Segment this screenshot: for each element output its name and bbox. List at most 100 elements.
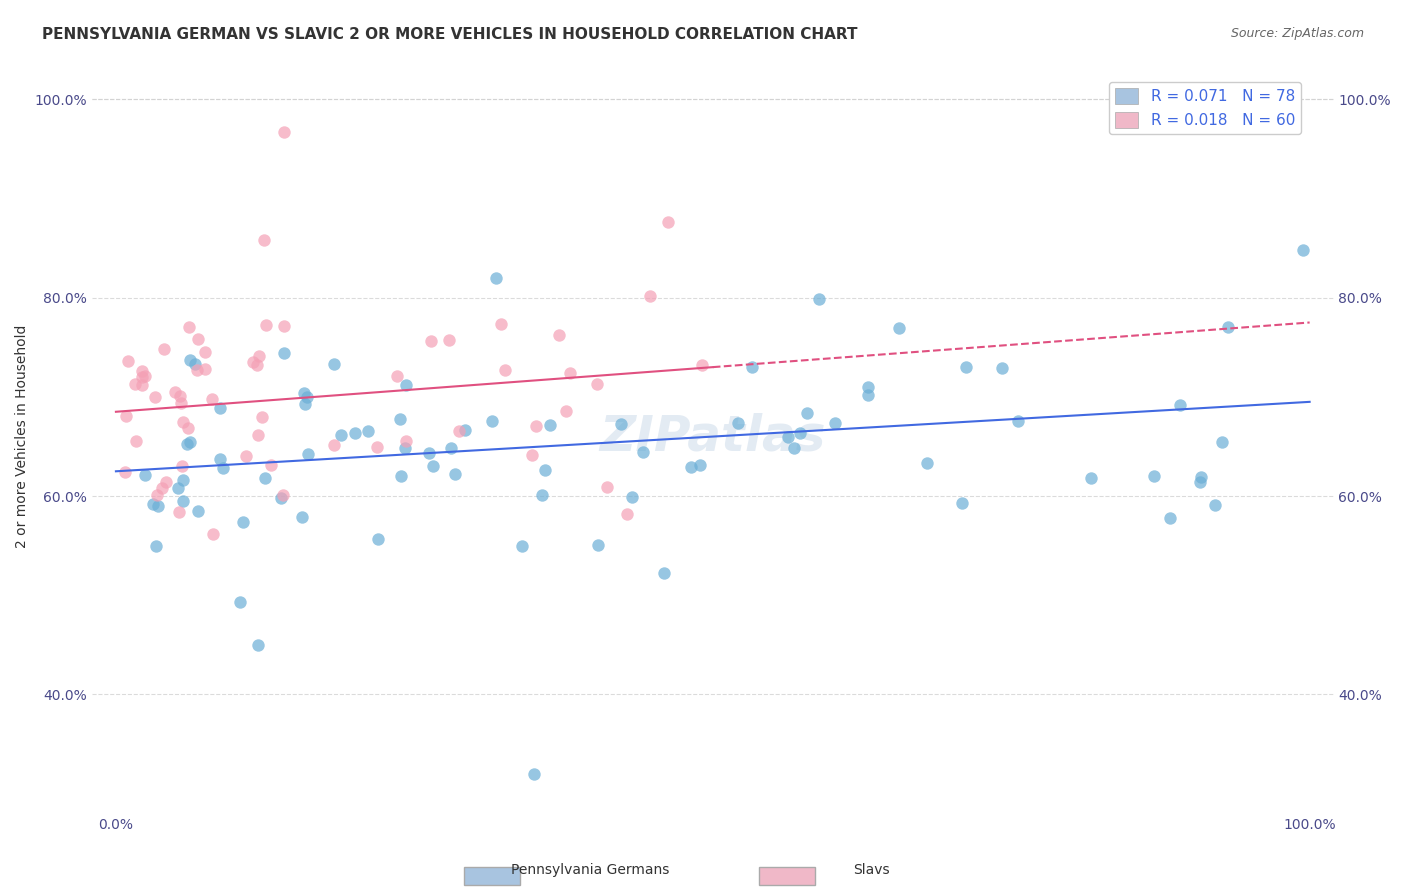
Point: [247, 638, 270, 652]
Point: [523, 767, 546, 781]
Point: [169, 389, 191, 403]
Point: [690, 358, 713, 372]
Point: [778, 430, 800, 444]
Point: [253, 233, 276, 247]
Point: [789, 426, 811, 441]
Point: [172, 415, 194, 429]
Point: [1204, 498, 1226, 512]
Point: [177, 320, 200, 334]
Point: [295, 390, 318, 404]
Point: [631, 445, 654, 459]
Point: [824, 416, 846, 430]
Point: [194, 345, 217, 359]
Point: [235, 449, 257, 463]
Point: [558, 367, 581, 381]
Point: [1168, 398, 1191, 412]
Point: [1292, 243, 1315, 257]
Point: [260, 458, 283, 473]
Point: [187, 504, 209, 518]
Point: [681, 460, 703, 475]
Point: [208, 401, 231, 416]
Point: [783, 441, 806, 455]
Point: [481, 414, 503, 428]
Point: [1080, 471, 1102, 485]
Point: [167, 505, 190, 519]
Point: [1189, 470, 1212, 484]
Text: Slavs: Slavs: [853, 863, 890, 877]
Point: [524, 419, 547, 434]
Point: [254, 318, 277, 333]
Point: [616, 507, 638, 521]
Point: [134, 369, 156, 384]
Point: [367, 532, 389, 546]
Point: [522, 449, 544, 463]
Point: [273, 318, 295, 333]
Point: [131, 370, 153, 384]
Point: [437, 333, 460, 347]
Point: [485, 271, 508, 285]
Point: [253, 471, 276, 485]
Point: [323, 438, 346, 452]
Point: [292, 385, 315, 400]
Point: [547, 327, 569, 342]
Point: [125, 434, 148, 449]
Point: [114, 466, 136, 480]
Point: [950, 496, 973, 510]
Point: [246, 428, 269, 442]
Point: [389, 412, 412, 426]
Point: [991, 360, 1014, 375]
Point: [638, 289, 661, 303]
Point: [179, 434, 201, 449]
Point: [271, 488, 294, 502]
Point: [538, 418, 561, 433]
Point: [585, 376, 607, 391]
Point: [449, 425, 471, 439]
Text: Pennsylvania Germans: Pennsylvania Germans: [512, 863, 669, 877]
Point: [163, 385, 186, 400]
Point: [1007, 414, 1029, 428]
Point: [208, 451, 231, 466]
Point: [1216, 320, 1239, 334]
Point: [727, 416, 749, 430]
Point: [201, 392, 224, 406]
Point: [232, 515, 254, 529]
Point: [1189, 475, 1212, 489]
Point: [273, 125, 295, 139]
Y-axis label: 2 or more Vehicles in Household: 2 or more Vehicles in Household: [15, 325, 30, 549]
Point: [652, 566, 675, 580]
Point: [1159, 510, 1181, 524]
Point: [395, 434, 418, 448]
Point: [796, 406, 818, 420]
Point: [167, 482, 190, 496]
Point: [418, 446, 440, 460]
Point: [250, 410, 273, 425]
Point: [194, 362, 217, 376]
Point: [344, 425, 367, 440]
Point: [530, 488, 553, 502]
Point: [202, 527, 225, 541]
Text: Source: ZipAtlas.com: Source: ZipAtlas.com: [1230, 27, 1364, 40]
Point: [145, 488, 167, 502]
Point: [155, 475, 177, 490]
Point: [229, 595, 252, 609]
Point: [856, 380, 879, 394]
Point: [117, 354, 139, 368]
Point: [134, 467, 156, 482]
Point: [586, 538, 609, 552]
Point: [115, 409, 138, 423]
Point: [146, 499, 169, 513]
Point: [489, 317, 512, 331]
Point: [856, 387, 879, 401]
Point: [291, 509, 314, 524]
Point: [329, 428, 352, 442]
Point: [512, 539, 534, 553]
Point: [273, 346, 295, 360]
Point: [419, 334, 441, 348]
Point: [422, 459, 444, 474]
Point: [186, 363, 208, 377]
Point: [389, 469, 412, 483]
Point: [145, 539, 167, 553]
Point: [366, 440, 388, 454]
Point: [172, 473, 194, 487]
Point: [385, 368, 408, 383]
